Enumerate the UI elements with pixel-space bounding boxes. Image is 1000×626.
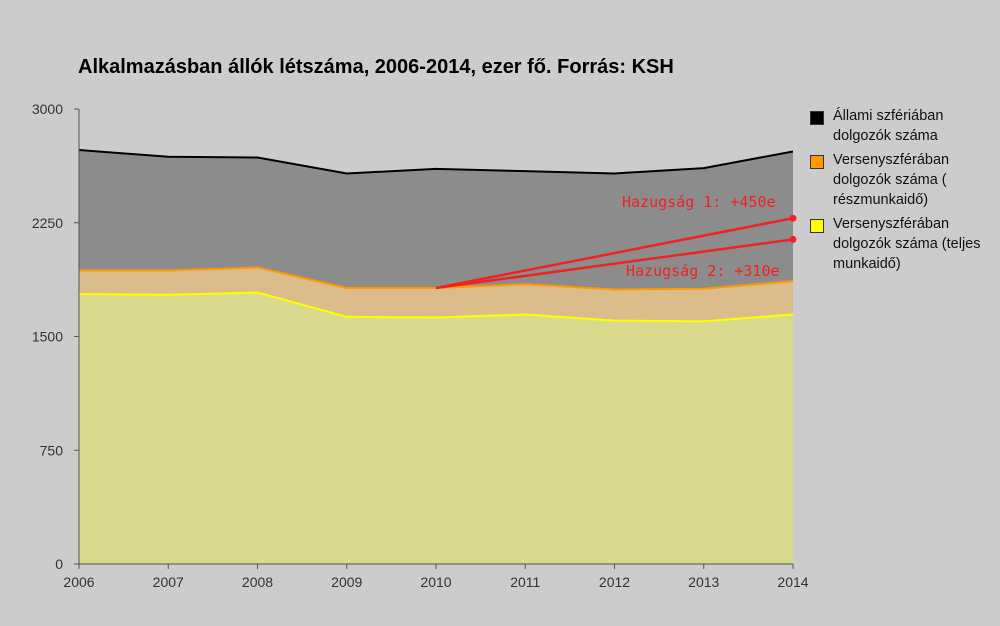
x-tick-label: 2012 <box>599 574 630 590</box>
x-tick-label: 2007 <box>153 574 184 590</box>
annotation-line-2 <box>435 238 794 290</box>
area-teljes-munkaido <box>79 292 793 564</box>
legend-label-teljes-munkaido: Versenyszférában dolgozók száma (teljes … <box>833 216 981 272</box>
annotation-line-1 <box>435 216 794 290</box>
y-tick-label: 1500 <box>32 329 63 345</box>
legend-swatch-allami <box>810 111 824 125</box>
legend-swatch-reszmunkaido <box>810 155 824 169</box>
annotation-label-2: Hazugság 2: +310e <box>626 262 780 280</box>
y-tick-label: 750 <box>40 442 64 458</box>
area-allami <box>79 149 793 290</box>
x-tick-label: 2006 <box>63 574 94 590</box>
annotation-label-1: Hazugság 1: +450e <box>622 193 776 211</box>
area-reszmunkaido <box>79 267 793 322</box>
line-teljes-munkaido <box>78 291 794 323</box>
legend-label-reszmunkaido: Versenyszférában dolgozók száma ( részmu… <box>833 152 950 208</box>
legend-item-allami: Állami szfériában dolgozók száma <box>808 106 998 146</box>
y-tick-label: 2250 <box>32 215 63 231</box>
chart-title: Alkalmazásban állók létszáma, 2006-2014,… <box>78 56 674 78</box>
legend-item-teljes-munkaido: Versenyszférában dolgozók száma (teljes … <box>808 214 998 274</box>
x-tick-label: 2008 <box>242 574 273 590</box>
y-tick-label: 3000 <box>32 101 63 117</box>
legend-swatch-teljes-munkaido <box>810 219 824 233</box>
x-tick-label: 2013 <box>688 574 719 590</box>
line-allami <box>78 148 794 175</box>
y-tick-label: 0 <box>55 556 63 572</box>
annotation-marker-1 <box>789 214 797 222</box>
legend-label-allami: Állami szfériában dolgozók száma <box>833 108 944 144</box>
legend-item-reszmunkaido: Versenyszférában dolgozók száma ( részmu… <box>808 150 998 210</box>
chart-legend: Állami szfériában dolgozók száma Verseny… <box>808 106 998 278</box>
x-tick-label: 2010 <box>420 574 451 590</box>
annotation-marker-2 <box>789 235 797 243</box>
x-tick-label: 2009 <box>331 574 362 590</box>
x-tick-label: 2011 <box>510 574 540 590</box>
x-tick-label: 2014 <box>777 574 808 590</box>
